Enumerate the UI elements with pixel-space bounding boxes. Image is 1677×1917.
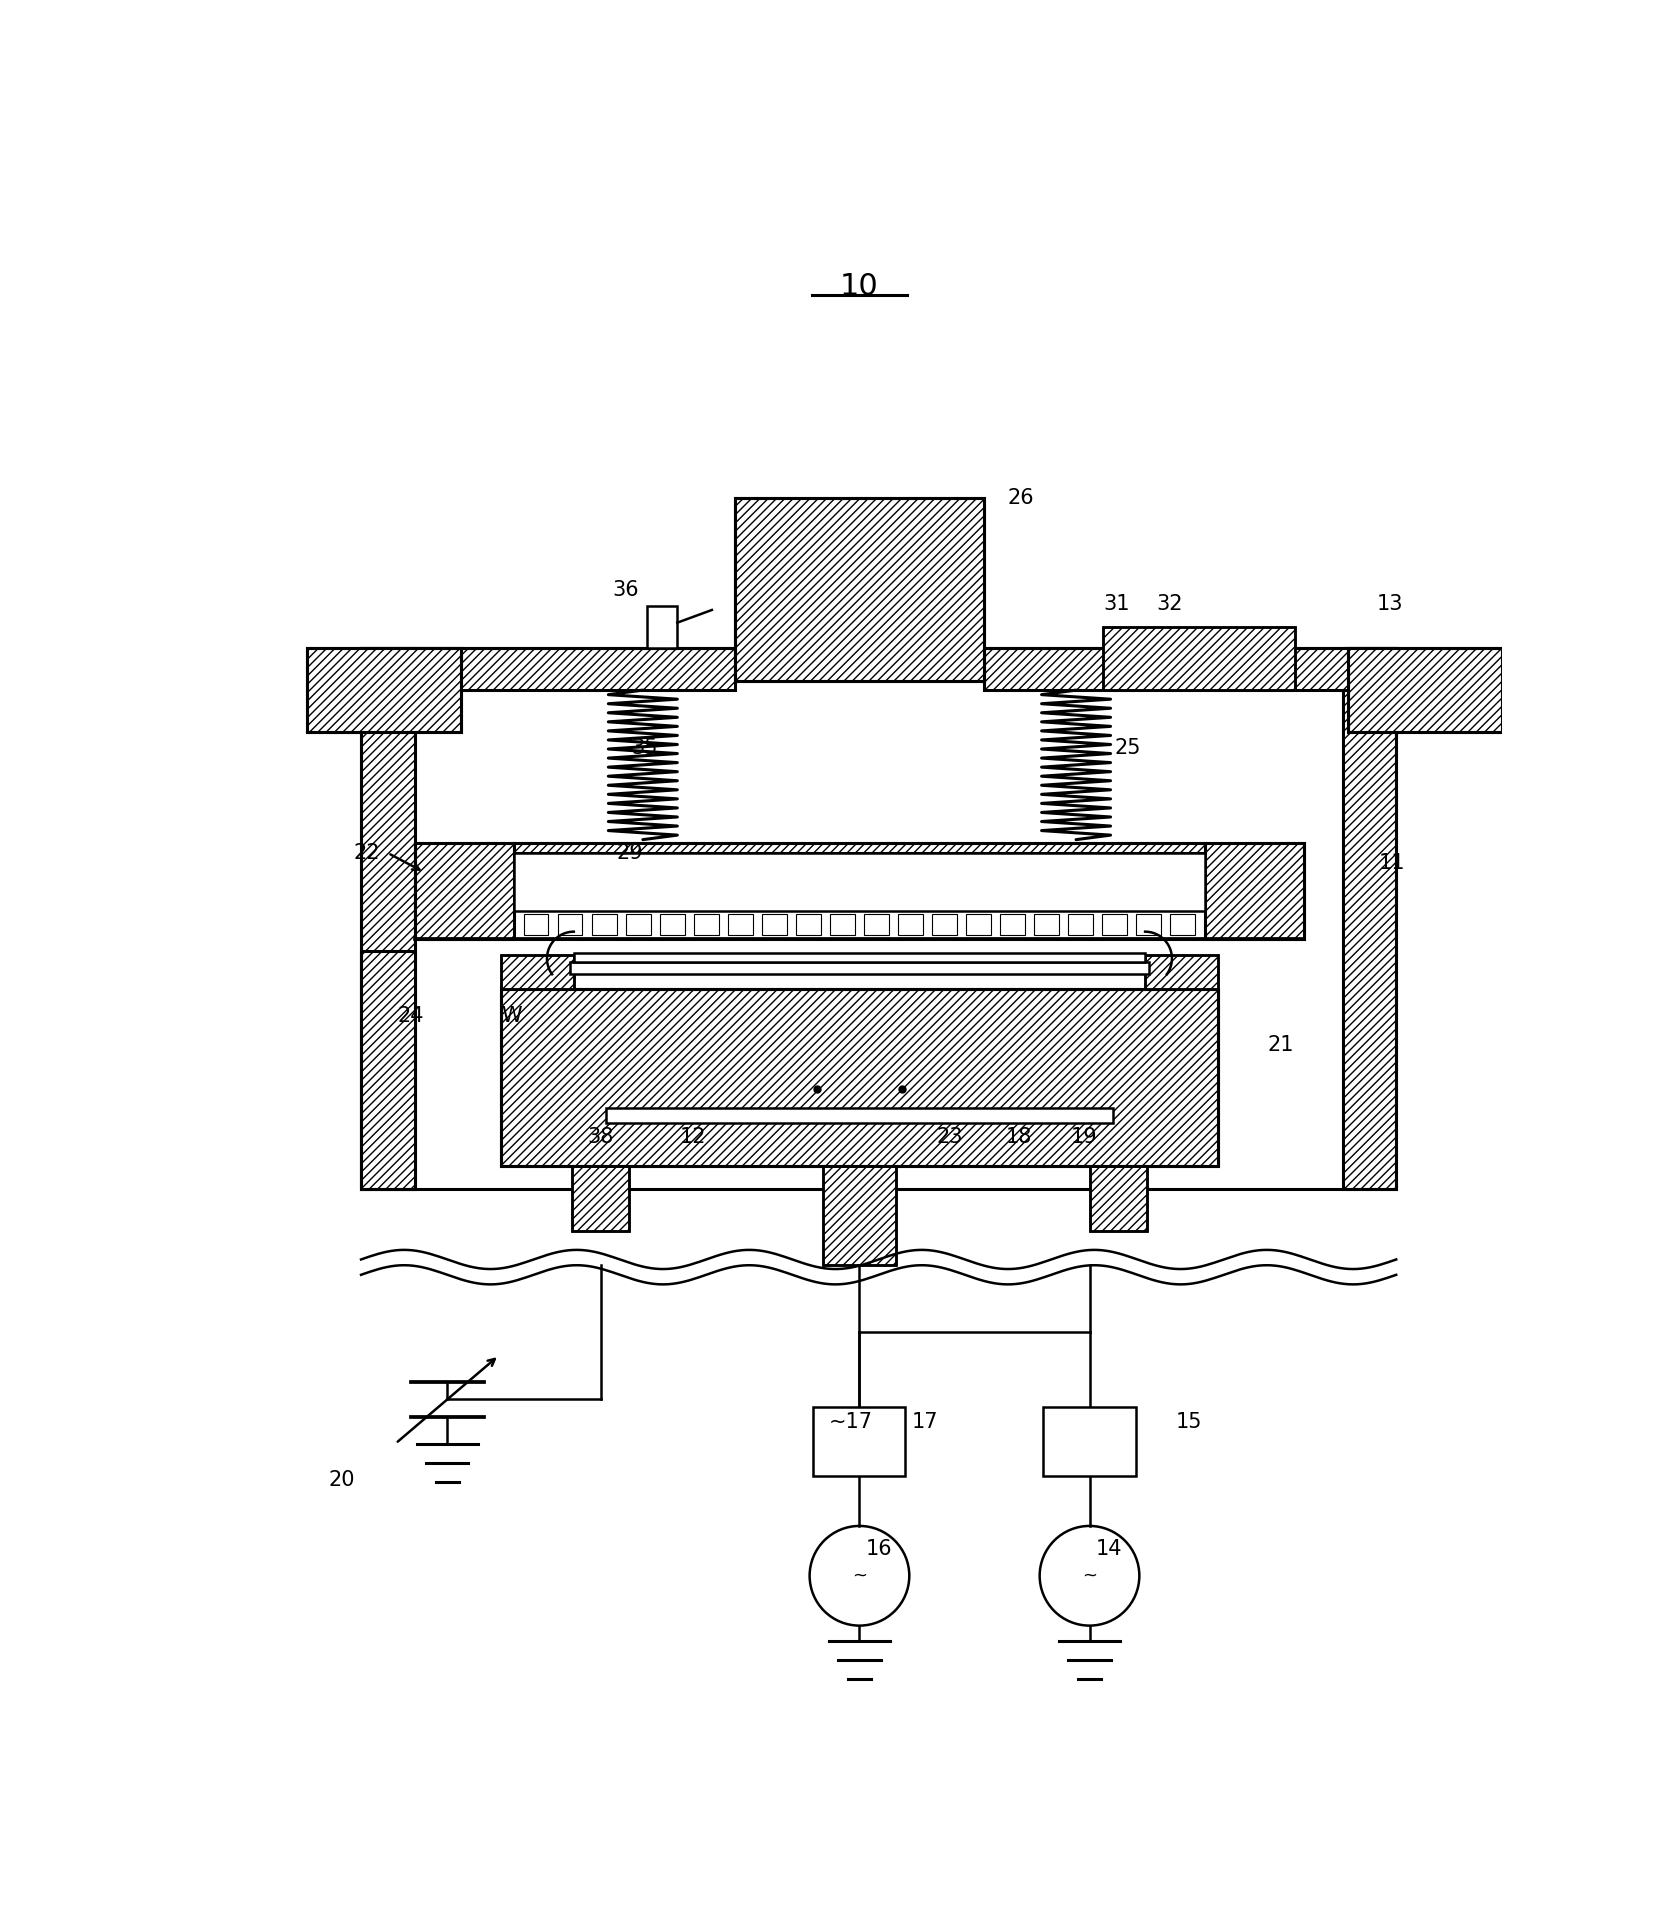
Text: 26: 26 <box>1008 489 1033 508</box>
Bar <box>572 1166 629 1231</box>
Bar <box>984 648 1397 690</box>
Bar <box>501 989 1218 1166</box>
Bar <box>558 914 582 935</box>
Text: 18: 18 <box>1006 1127 1031 1146</box>
Bar <box>735 498 984 681</box>
Bar <box>761 914 787 935</box>
Bar <box>830 914 855 935</box>
Bar <box>1090 1166 1147 1231</box>
Text: 17: 17 <box>911 1413 937 1432</box>
Text: W: W <box>501 1006 522 1026</box>
Bar <box>694 914 719 935</box>
Text: 21: 21 <box>1268 1035 1295 1054</box>
Text: 25: 25 <box>1115 738 1140 757</box>
Text: 24: 24 <box>397 1006 424 1026</box>
Text: 14: 14 <box>1095 1539 1122 1559</box>
Bar <box>501 955 574 989</box>
Bar <box>1171 914 1196 935</box>
Text: 22: 22 <box>354 843 381 863</box>
Text: ~: ~ <box>1082 1566 1097 1585</box>
Bar <box>1348 648 1501 732</box>
Bar <box>1102 914 1127 935</box>
Bar <box>626 914 651 935</box>
Text: 19: 19 <box>1070 1127 1097 1146</box>
Text: 15: 15 <box>1176 1413 1202 1432</box>
Bar <box>1103 627 1295 690</box>
Bar <box>1043 1407 1135 1476</box>
Bar <box>1343 648 1397 1189</box>
Bar <box>813 1407 906 1476</box>
Text: 36: 36 <box>612 581 639 600</box>
Bar <box>414 843 515 939</box>
Bar <box>864 914 889 935</box>
Bar <box>797 914 820 935</box>
Bar <box>361 648 414 1189</box>
Text: ~: ~ <box>852 1566 867 1585</box>
Bar <box>1068 914 1093 935</box>
Bar <box>572 1166 629 1231</box>
Bar <box>515 853 1204 911</box>
Text: 20: 20 <box>329 1470 356 1490</box>
Text: 31: 31 <box>1103 594 1129 613</box>
Bar <box>999 914 1025 935</box>
Bar <box>307 648 461 732</box>
Bar <box>1145 955 1218 989</box>
Bar <box>1090 1166 1147 1231</box>
Text: 23: 23 <box>936 1127 963 1146</box>
Text: 13: 13 <box>1377 594 1404 613</box>
Bar <box>735 498 984 681</box>
Text: 10: 10 <box>840 272 879 301</box>
Bar <box>515 843 1204 853</box>
Bar <box>661 914 684 935</box>
Bar <box>1035 914 1058 935</box>
Text: 11: 11 <box>1378 853 1405 872</box>
Bar <box>592 914 617 935</box>
Text: 29: 29 <box>615 843 642 863</box>
Bar <box>361 648 1397 1189</box>
Bar <box>501 989 1218 1166</box>
Bar <box>414 843 1305 939</box>
Bar <box>570 962 1149 974</box>
Text: 32: 32 <box>1157 594 1182 613</box>
Bar <box>966 914 991 935</box>
Bar <box>647 606 678 648</box>
Bar <box>1137 914 1160 935</box>
Bar <box>501 955 574 989</box>
Bar <box>361 648 735 690</box>
Bar <box>932 914 958 935</box>
Bar <box>1348 648 1501 732</box>
Bar <box>823 1166 896 1265</box>
Text: 35: 35 <box>632 738 657 757</box>
Bar <box>728 914 753 935</box>
Bar <box>899 914 922 935</box>
Text: 38: 38 <box>587 1127 614 1146</box>
Bar <box>1103 627 1295 690</box>
Text: ~17: ~17 <box>828 1413 874 1432</box>
Bar <box>361 951 414 1189</box>
Bar <box>1204 843 1305 939</box>
Text: 16: 16 <box>865 1539 892 1559</box>
Bar <box>523 914 548 935</box>
Bar <box>307 648 461 732</box>
Bar <box>607 1108 1112 1123</box>
Bar <box>1145 955 1218 989</box>
Bar <box>574 953 1145 962</box>
Bar <box>823 1166 896 1265</box>
Text: 12: 12 <box>679 1127 706 1146</box>
